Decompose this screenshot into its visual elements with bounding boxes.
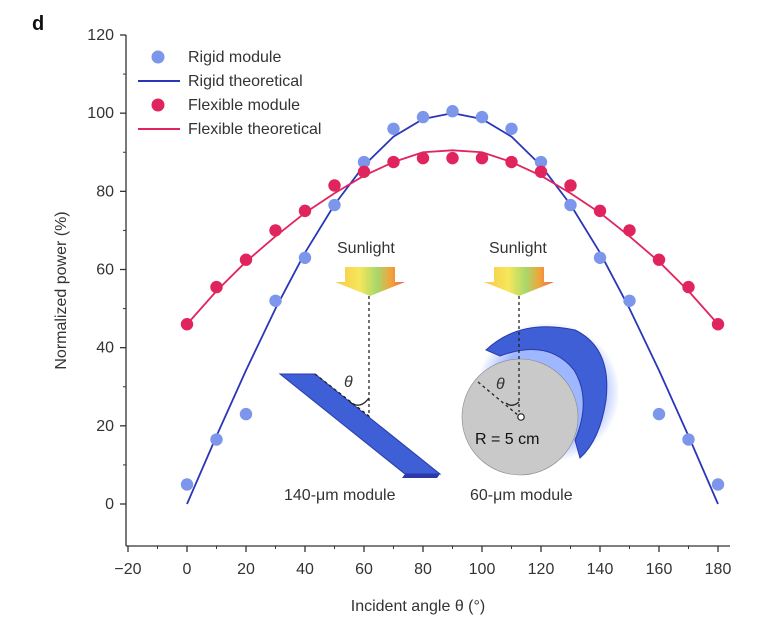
sunlight-label-right: Sunlight [489,240,547,257]
series-point-0 [682,433,695,446]
x-tick-label: 40 [296,561,314,578]
series-point-2 [269,224,282,237]
series-line-1 [186,112,719,505]
legend-marker-2 [151,98,165,112]
series-point-0 [534,155,548,169]
series-line-3 [186,149,719,325]
angle-label-left: θ [344,374,353,391]
angle-arc-right [505,401,520,406]
series-point-2 [328,179,341,192]
x-tick-label: −20 [114,561,141,578]
sunlight-arrow-right [484,267,554,296]
rigid-module-edge [402,474,440,478]
cylinder-center [517,413,525,421]
x-tick-label: 0 [183,561,192,578]
series-point-0 [239,407,253,421]
legend-label-2: Flexible module [188,97,300,114]
series-point-0 [475,110,489,124]
series-point-0 [328,198,341,212]
series-point-2 [505,155,518,169]
series-point-2 [623,224,636,237]
rigid-module-panel [278,373,442,475]
series-point-0 [505,122,518,135]
angle-label-right: θ [496,376,505,393]
angle-arc-left [349,397,370,406]
y-axis-title: Normalized power (%) [53,211,70,369]
inset-140um-module: Sunlight θ 140-μm module [278,240,442,504]
series-point-0 [387,122,400,135]
x-tick-label: 80 [414,561,432,578]
series-point-0 [446,105,459,118]
series-point-2 [239,253,253,266]
x-tick-label: 160 [646,561,673,578]
series-point-2 [534,165,548,178]
legend-marker-0 [151,50,165,64]
legend: Rigid module Rigid theoretical Flexible mo… [138,49,321,138]
x-tick-label: 60 [355,561,373,578]
inset-60um-module: Sunlight θ R = 5 cm 60-μm module [461,240,620,504]
y-tick-label: 40 [96,340,114,357]
series-layer [180,105,725,505]
panel-label: d [32,13,44,35]
y-tick-label: 80 [96,183,114,200]
caption-left: 140-μm module [284,487,396,504]
series-point-0 [564,198,577,212]
legend-label-3: Flexible theoretical [188,121,321,138]
x-tick-label: 180 [705,561,732,578]
series-point-2 [180,318,194,331]
series-point-0 [210,433,223,446]
y-tick-label: 100 [87,105,114,122]
x-tick-label: 120 [528,561,555,578]
series-point-0 [298,251,312,264]
series-point-2 [387,155,400,169]
x-axis-title: Incident angle θ (°) [351,598,485,615]
series-point-2 [711,318,725,331]
legend-label-1: Rigid theoretical [188,73,303,90]
series-point-2 [682,280,695,294]
y-tick-label: 0 [105,496,114,513]
series-point-2 [416,151,430,165]
series-point-0 [711,478,725,491]
x-tick-label: 20 [237,561,255,578]
y-tick-label: 120 [87,27,114,44]
series-point-2 [564,179,577,192]
axes: 0 20 40 60 80 100 120 −20 0 20 40 60 80 100 120 140 160 1… [53,27,731,615]
series-point-0 [593,251,607,264]
series-point-2 [593,204,607,218]
x-tick-label: 100 [469,561,496,578]
y-tick-label: 60 [96,262,114,279]
cylinder-radius [477,381,520,417]
series-point-0 [652,407,666,421]
series-point-2 [298,204,312,218]
radius-label: R = 5 cm [475,431,539,448]
series-point-0 [269,294,282,307]
flexible-module-wrap [485,326,608,459]
series-point-0 [623,294,636,307]
sunlight-arrow-left [335,267,405,296]
series-point-2 [357,165,371,178]
series-point-0 [180,478,194,491]
y-tick-label: 20 [96,418,114,435]
sunlight-label-left: Sunlight [337,240,395,257]
series-point-0 [416,110,430,124]
series-point-2 [652,253,666,266]
series-point-2 [446,151,459,165]
series-point-2 [210,280,223,294]
x-tick-label: 140 [587,561,614,578]
legend-label-0: Rigid module [188,49,281,66]
caption-right: 60-μm module [470,487,573,504]
series-point-2 [475,151,489,165]
series-point-0 [357,155,371,169]
